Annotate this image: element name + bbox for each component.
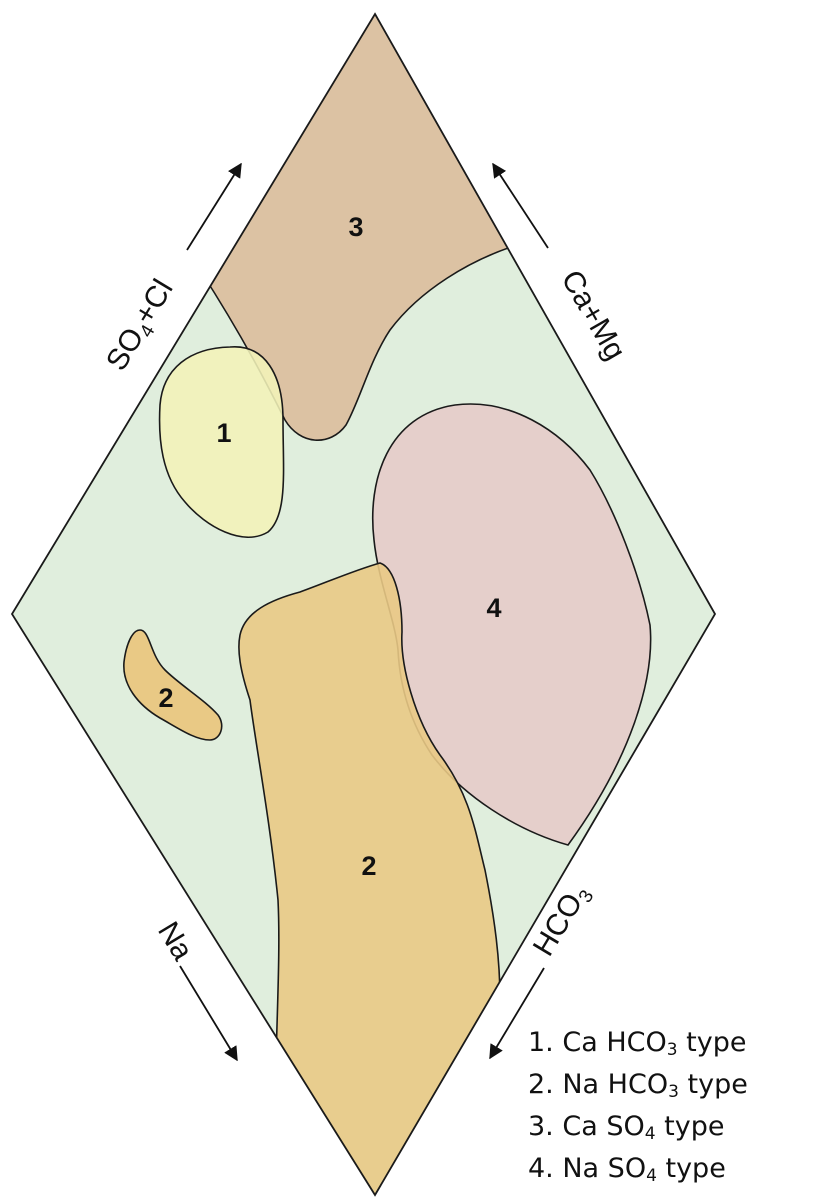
legend-item-4: 4. Na SO4 type xyxy=(528,1153,726,1186)
zone-label-2-main: 2 xyxy=(361,851,376,881)
axis-arrow-hco3 xyxy=(489,967,545,1060)
zone-4-na-so4 xyxy=(371,403,652,846)
legend-item-1: 1. Ca HCO3 type xyxy=(528,1027,747,1060)
legend-item-3: 3. Ca SO4 type xyxy=(528,1111,725,1144)
zone-label-4: 4 xyxy=(486,593,501,623)
diamond-outline xyxy=(10,12,717,1197)
legend: 1. Ca HCO3 type 2. Na HCO3 type 3. Ca SO… xyxy=(528,1022,748,1190)
axis-label-na: Na xyxy=(151,916,199,966)
zone-2-na-hco3-small xyxy=(123,629,223,741)
zone-label-2-small: 2 xyxy=(158,683,173,713)
zone-label-1: 1 xyxy=(216,418,231,448)
legend-item-2: 2. Na HCO3 type xyxy=(528,1069,748,1102)
zone-label-3: 3 xyxy=(348,212,363,242)
axis-arrow-ca-mg xyxy=(492,162,549,249)
axis-arrow-so4-cl xyxy=(186,162,242,251)
axis-arrow-na xyxy=(179,965,238,1062)
zone-1-ca-hco3 xyxy=(158,346,285,538)
